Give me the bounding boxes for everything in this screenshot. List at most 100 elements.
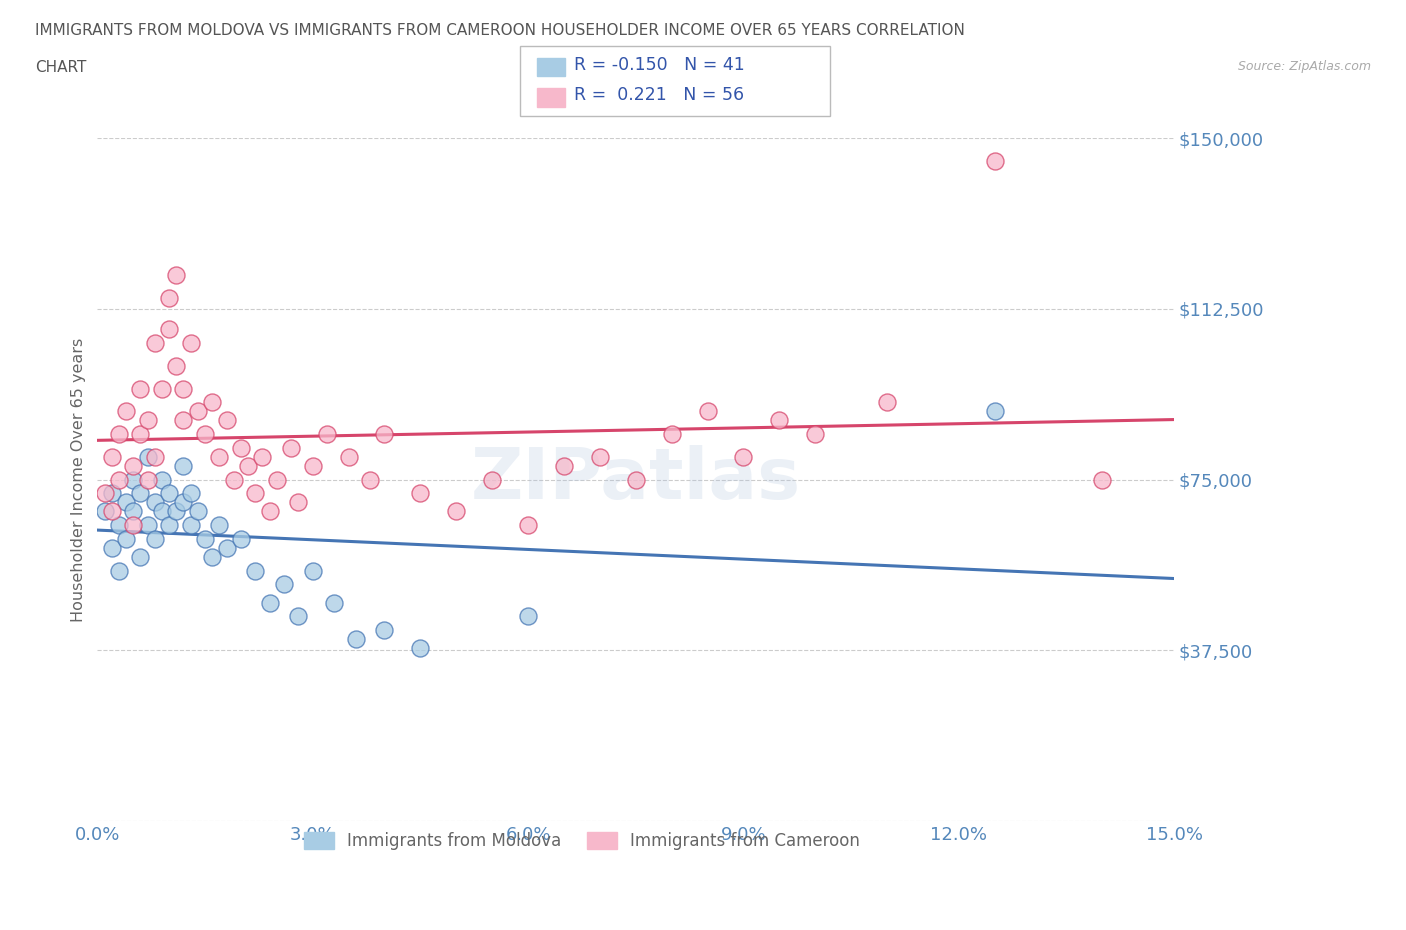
Point	[344, 631, 367, 646]
Point	[409, 641, 432, 656]
Point	[252, 449, 274, 464]
Point	[245, 564, 267, 578]
Point	[287, 609, 309, 624]
Point	[236, 458, 259, 473]
Y-axis label: Householder Income Over 65 years: Householder Income Over 65 years	[72, 338, 86, 622]
Point	[173, 458, 195, 473]
Point	[266, 472, 288, 487]
Point	[194, 427, 217, 442]
Point	[157, 322, 180, 337]
Point	[108, 427, 131, 442]
Point	[301, 458, 323, 473]
Point	[194, 531, 217, 546]
Point	[136, 472, 159, 487]
Point	[201, 395, 224, 410]
Point	[201, 550, 224, 565]
Point	[409, 485, 432, 500]
Point	[143, 531, 166, 546]
Point	[983, 404, 1005, 418]
Point	[446, 504, 468, 519]
Text: R =  0.221   N = 56: R = 0.221 N = 56	[574, 86, 744, 104]
Point	[553, 458, 575, 473]
Point	[115, 531, 138, 546]
Point	[100, 504, 122, 519]
Point	[150, 472, 173, 487]
Legend: Immigrants from Moldova, Immigrants from Cameroon: Immigrants from Moldova, Immigrants from…	[297, 826, 866, 857]
Point	[165, 504, 187, 519]
Point	[733, 449, 755, 464]
Point	[173, 495, 195, 510]
Point	[215, 413, 238, 428]
Point	[100, 449, 122, 464]
Point	[136, 518, 159, 533]
Point	[129, 485, 152, 500]
Point	[129, 381, 152, 396]
Point	[129, 427, 152, 442]
Point	[150, 381, 173, 396]
Point	[280, 440, 302, 455]
Point	[187, 504, 209, 519]
Point	[661, 427, 683, 442]
Point	[373, 427, 395, 442]
Point	[481, 472, 503, 487]
Point	[229, 440, 252, 455]
Point	[337, 449, 360, 464]
Point	[108, 518, 131, 533]
Point	[136, 449, 159, 464]
Point	[259, 595, 281, 610]
Point	[804, 427, 827, 442]
Point	[517, 518, 540, 533]
Point	[108, 472, 131, 487]
Point	[129, 550, 152, 565]
Point	[696, 404, 718, 418]
Point	[323, 595, 346, 610]
Point	[245, 485, 267, 500]
Point	[150, 504, 173, 519]
Point	[373, 622, 395, 637]
Point	[187, 404, 209, 418]
Point	[165, 358, 187, 373]
Point	[115, 404, 138, 418]
Point	[157, 485, 180, 500]
Point	[180, 485, 202, 500]
Point	[208, 518, 231, 533]
Point	[180, 518, 202, 533]
Point	[229, 531, 252, 546]
Point	[157, 290, 180, 305]
Point	[122, 504, 145, 519]
Point	[273, 577, 295, 591]
Point	[222, 472, 245, 487]
Point	[108, 564, 131, 578]
Point	[287, 495, 309, 510]
Point	[208, 449, 231, 464]
Point	[143, 449, 166, 464]
Point	[100, 485, 122, 500]
Point	[173, 381, 195, 396]
Text: R = -0.150   N = 41: R = -0.150 N = 41	[574, 56, 744, 73]
Point	[136, 413, 159, 428]
Point	[122, 518, 145, 533]
Point	[122, 472, 145, 487]
Text: IMMIGRANTS FROM MOLDOVA VS IMMIGRANTS FROM CAMEROON HOUSEHOLDER INCOME OVER 65 Y: IMMIGRANTS FROM MOLDOVA VS IMMIGRANTS FR…	[35, 23, 965, 38]
Text: ZIPatlas: ZIPatlas	[471, 445, 801, 514]
Point	[589, 449, 612, 464]
Point	[143, 336, 166, 351]
Point	[316, 427, 339, 442]
Text: Source: ZipAtlas.com: Source: ZipAtlas.com	[1237, 60, 1371, 73]
Point	[143, 495, 166, 510]
Point	[93, 485, 115, 500]
Point	[100, 540, 122, 555]
Point	[215, 540, 238, 555]
Point	[122, 458, 145, 473]
Point	[165, 267, 187, 282]
Point	[93, 504, 115, 519]
Point	[157, 518, 180, 533]
Point	[876, 395, 898, 410]
Point	[768, 413, 790, 428]
Point	[1091, 472, 1114, 487]
Point	[259, 504, 281, 519]
Point	[359, 472, 381, 487]
Point	[517, 609, 540, 624]
Point	[173, 413, 195, 428]
Point	[180, 336, 202, 351]
